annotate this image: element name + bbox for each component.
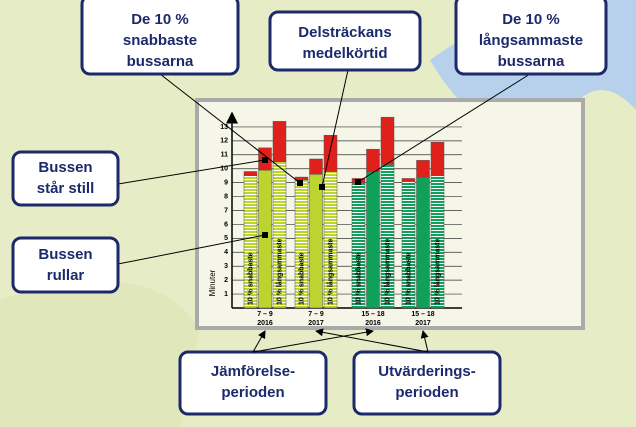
- callout-text: perioden: [395, 384, 458, 401]
- x-tick-label: 7 – 9: [308, 311, 324, 318]
- y-tick-label: 13: [220, 124, 228, 131]
- leader-line: [252, 330, 266, 353]
- bar-standing: [416, 160, 430, 178]
- bar-standing: [243, 171, 258, 176]
- leader-dot: [319, 184, 325, 190]
- leader-dot: [297, 180, 303, 186]
- bar-label: 10 % långsammaste: [383, 238, 391, 305]
- leader-dot: [262, 232, 268, 238]
- bar-label: 10 % långsammaste: [275, 238, 283, 305]
- y-tick-label: 9: [224, 179, 228, 186]
- callout-text: bussarna: [498, 53, 565, 70]
- bar-moving: [258, 169, 272, 309]
- bar-moving: [366, 171, 380, 309]
- x-tick-year: 2016: [365, 320, 381, 327]
- y-tick-label: 1: [224, 291, 228, 298]
- callout-text: perioden: [221, 384, 284, 401]
- bar-label: 10 % snabbaste: [355, 252, 362, 305]
- bar-standing: [401, 178, 416, 182]
- y-tick-label: 2: [224, 277, 228, 284]
- bar-label: 10 % snabbaste: [247, 252, 254, 305]
- y-axis-label: Minuter: [208, 269, 217, 296]
- bar-standing: [272, 121, 287, 162]
- bar-standing: [323, 135, 338, 172]
- bar-label: 10 % långsammaste: [433, 238, 441, 305]
- leader-line: [357, 73, 531, 183]
- callout-text: står still: [37, 180, 95, 197]
- bar-label: 10 % långsammaste: [326, 238, 334, 305]
- leader-line: [117, 234, 266, 265]
- x-tick-year: 2017: [415, 320, 431, 327]
- leader-line: [420, 330, 429, 353]
- callout-text: rullar: [47, 267, 85, 284]
- y-tick-label: 3: [224, 263, 228, 270]
- bar-standing: [380, 116, 395, 165]
- leader-dot: [355, 179, 361, 185]
- bar-standing: [366, 148, 380, 172]
- y-tick-label: 4: [224, 249, 228, 256]
- land: [0, 280, 200, 427]
- callout-text: Utvärderings-: [378, 363, 476, 380]
- x-tick-label: 15 – 18: [411, 311, 434, 318]
- bar-moving: [309, 174, 323, 309]
- x-tick-year: 2016: [257, 320, 273, 327]
- callout-text: Bussen: [38, 246, 92, 263]
- bar-label: 10 % snabbaste: [405, 252, 412, 305]
- y-tick-label: 12: [220, 138, 228, 145]
- callout-text: långsammaste: [479, 32, 583, 49]
- bar-standing: [294, 176, 309, 181]
- callout-text: Jämförelse-: [211, 363, 295, 380]
- callout-box: [80, 0, 240, 76]
- y-tick-label: 11: [221, 152, 229, 159]
- bar-moving: [416, 176, 430, 309]
- callout-text: Bussen: [38, 159, 92, 176]
- bar-standing: [430, 142, 445, 176]
- leader-line: [315, 328, 429, 353]
- callout-text: medelkörtid: [302, 45, 387, 62]
- leader-line: [117, 159, 266, 185]
- callout-box: [268, 10, 422, 72]
- callout-box: [11, 150, 120, 207]
- leader-line: [159, 73, 301, 184]
- x-tick-year: 2017: [308, 320, 324, 327]
- callout-text: snabbaste: [123, 32, 197, 49]
- y-tick-label: 10: [220, 166, 228, 173]
- bar-label: 10 % snabbaste: [298, 252, 305, 305]
- bar-standing: [309, 158, 323, 175]
- callout-text: De 10 %: [131, 11, 189, 28]
- y-tick-label: 5: [224, 235, 228, 242]
- leader-line: [252, 328, 374, 353]
- y-tick-label: 8: [224, 193, 228, 200]
- y-tick-label: 6: [224, 221, 228, 228]
- y-tick-label: 7: [224, 207, 228, 214]
- callout-text: bussarna: [127, 53, 194, 70]
- callout-text: Delsträckans: [298, 24, 391, 41]
- leader-line: [321, 69, 349, 188]
- x-tick-label: 15 – 18: [361, 311, 384, 318]
- callout-box: [11, 236, 120, 294]
- callout-box: [454, 0, 608, 76]
- x-tick-label: 7 – 9: [257, 311, 273, 318]
- callout-text: De 10 %: [502, 11, 560, 28]
- leader-dot: [262, 157, 268, 163]
